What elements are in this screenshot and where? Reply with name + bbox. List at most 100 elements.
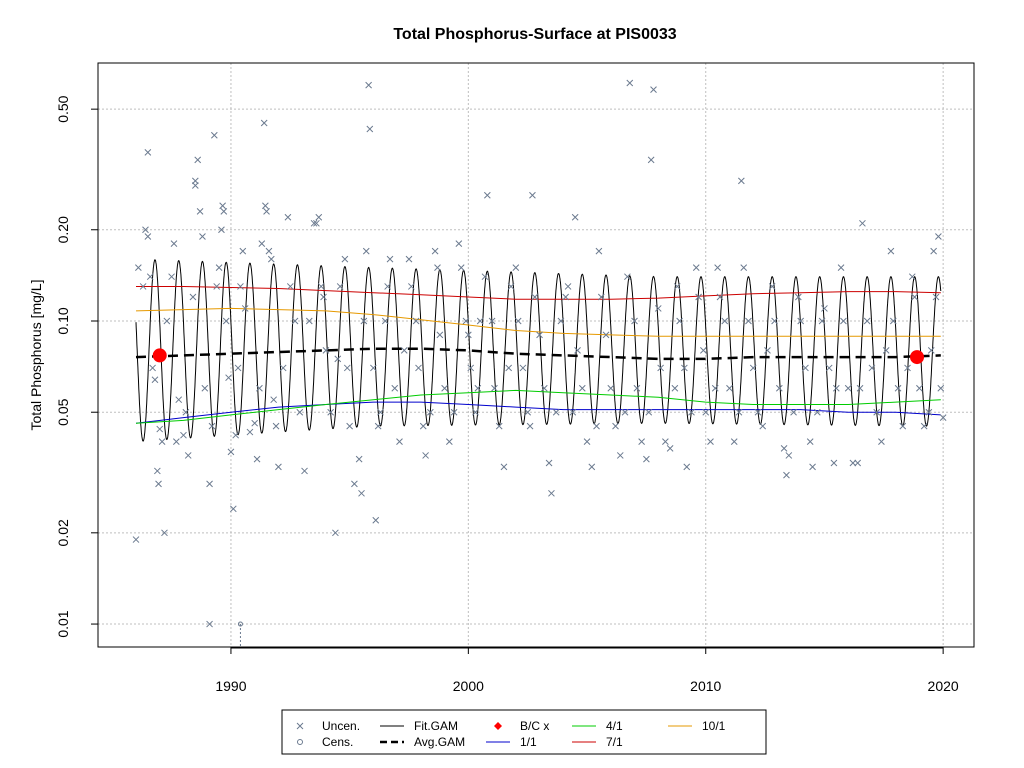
y-tick-label: 0.02 <box>55 519 71 546</box>
uncensored-point <box>529 191 536 199</box>
legend-label: 4/1 <box>606 719 623 733</box>
uncensored-point <box>692 264 700 271</box>
uncensored-point <box>313 219 320 227</box>
uncensored-point <box>524 408 532 416</box>
uncensored-point <box>764 347 771 354</box>
uncensored-point <box>201 384 209 392</box>
uncensored-point <box>531 293 539 301</box>
uncensored-point <box>662 438 669 445</box>
legend-item-uncen: Uncen. <box>296 719 360 733</box>
uncensored-point <box>315 213 323 221</box>
uncensored-point <box>780 444 788 452</box>
uncensored-point <box>759 422 767 430</box>
uncensored-point <box>206 480 213 488</box>
uncensored-point <box>327 408 335 416</box>
uncensored-point <box>237 283 244 290</box>
uncensored-point <box>441 384 448 392</box>
uncensored-point <box>830 459 838 467</box>
uncensored-point <box>215 264 223 271</box>
uncensored-point <box>384 283 391 290</box>
uncensored-point <box>740 264 748 271</box>
uncensored-point <box>436 331 444 339</box>
uncensored-point <box>854 459 862 467</box>
uncensored-point <box>135 264 142 271</box>
uncensored-point <box>358 489 365 497</box>
legend-item-7-1: 7/1 <box>572 735 623 749</box>
uncensored-point <box>643 455 650 463</box>
uncensored-point <box>163 317 171 325</box>
uncensored-point <box>225 374 232 382</box>
uncensored-point <box>343 364 351 372</box>
legend-label: B/C x <box>520 719 549 733</box>
uncensored-point <box>377 408 384 416</box>
avg-gam-line <box>135 347 941 361</box>
uncensored-point <box>374 422 382 430</box>
uncensored-point <box>721 317 729 325</box>
uncensored-point <box>889 317 897 325</box>
uncensored-point <box>232 431 240 439</box>
series-layer <box>135 259 942 442</box>
series-line-1-1 <box>135 401 941 424</box>
uncensored-point <box>251 419 259 427</box>
uncensored-point <box>666 444 674 452</box>
uncensored-point <box>540 384 548 392</box>
uncensored-point <box>616 452 624 459</box>
uncensored-point <box>370 364 377 372</box>
uncensored-point <box>189 293 197 301</box>
uncensored-point <box>462 317 470 325</box>
uncensored-point <box>621 408 629 416</box>
legend-item-10-1: 10/1 <box>668 719 726 733</box>
uncensored-point <box>797 317 805 325</box>
uncensored-point <box>526 422 534 430</box>
uncensored-point <box>139 283 147 290</box>
uncensored-point <box>180 431 187 439</box>
uncensored-point <box>241 305 249 312</box>
legend-item-1-1: 1/1 <box>486 735 537 749</box>
uncensored-point <box>260 119 268 127</box>
uncensored-point <box>229 505 237 513</box>
uncensored-point <box>144 149 152 156</box>
uncensored-point <box>222 317 230 325</box>
uncensored-point <box>507 283 515 290</box>
uncensored-point <box>322 347 330 354</box>
uncensored-point <box>856 384 864 392</box>
uncensored-point <box>146 273 154 281</box>
uncensored-point <box>937 384 945 392</box>
uncensored-point <box>711 384 719 392</box>
legend-item-cens: Cens. <box>297 735 353 749</box>
uncensored-point <box>351 480 358 488</box>
uncensored-point <box>657 364 664 372</box>
y-axis: 0.01 0.02 0.05 0.10 0.20 0.50 <box>55 95 98 638</box>
uncensored-point <box>844 384 852 392</box>
uncensored-point <box>673 283 681 290</box>
uncensored-point <box>279 364 287 372</box>
uncensored-point <box>612 422 619 430</box>
uncensored-point <box>366 125 374 133</box>
uncensored-point <box>170 240 178 247</box>
uncensored-point <box>863 317 871 325</box>
uncensored-point <box>624 273 631 281</box>
uncensored-point <box>671 384 679 392</box>
uncensored-point <box>837 264 845 271</box>
uncensored-point <box>408 283 415 290</box>
uncensored-point <box>700 347 707 354</box>
uncensored-point <box>578 384 586 392</box>
uncensored-point <box>155 480 162 488</box>
uncensored-point <box>365 81 372 89</box>
uncensored-point <box>158 438 166 445</box>
uncensored-point <box>481 273 489 281</box>
uncensored-point <box>593 422 600 430</box>
uncensored-point <box>818 317 826 325</box>
legend-label: 10/1 <box>702 719 726 733</box>
uncensored-point <box>362 247 370 255</box>
legend-item-fit-gam: Fit.GAM <box>380 719 458 733</box>
uncensored-point <box>286 283 294 290</box>
baseline-current-point <box>910 350 925 365</box>
uncensored-point <box>305 317 313 325</box>
uncensored-point <box>916 384 923 392</box>
uncensored-point <box>206 620 213 628</box>
uncensored-point <box>156 425 164 433</box>
uncensored-point <box>536 331 543 339</box>
uncensored-point <box>218 226 225 234</box>
